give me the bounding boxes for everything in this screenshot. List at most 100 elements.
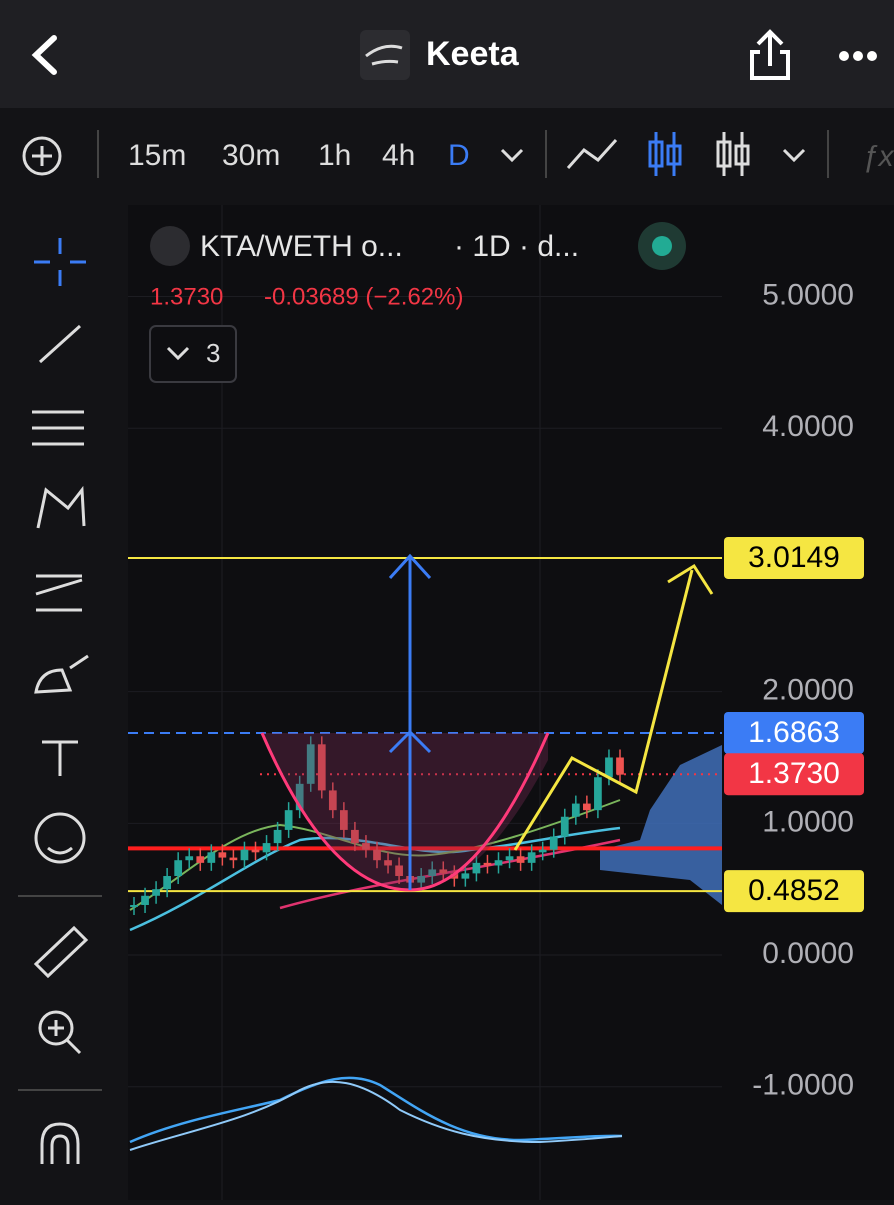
volume-average <box>129 1080 623 1151</box>
fib-tool[interactable] <box>32 410 84 446</box>
add-button[interactable] <box>22 136 62 176</box>
candle <box>505 856 514 861</box>
candle <box>152 889 160 896</box>
candle <box>428 869 437 877</box>
add-icon <box>32 146 52 166</box>
timeframe-button[interactable]: 1h <box>318 139 351 172</box>
drawing-toolbar <box>0 205 120 1200</box>
candle <box>527 852 536 863</box>
trend-line-tool[interactable] <box>38 324 82 364</box>
y-tick-label: 2.0000 <box>762 674 854 707</box>
price-label-box <box>724 870 864 913</box>
candle <box>549 836 558 850</box>
candle <box>362 843 370 850</box>
candle <box>450 873 459 879</box>
pattern-tool[interactable] <box>36 485 86 529</box>
price-label-box <box>724 536 864 579</box>
logo-mark <box>365 44 403 66</box>
chart-type-dropdown[interactable] <box>782 148 806 163</box>
candle <box>262 843 271 853</box>
emoji-smile <box>47 846 73 855</box>
candle <box>594 777 602 811</box>
share-button[interactable] <box>750 29 790 80</box>
price-change: -0.03689 (−2.62%) <box>264 283 463 310</box>
price-label: 0.4852 <box>748 874 840 907</box>
candle <box>240 849 249 861</box>
candle <box>395 865 403 877</box>
timeframe-dropdown[interactable] <box>500 148 524 163</box>
y-tick-label: 5.0000 <box>762 278 854 311</box>
top-bar <box>0 0 894 108</box>
logo <box>360 30 410 80</box>
candle <box>560 816 569 837</box>
crosshair-tool[interactable] <box>34 238 86 286</box>
page-title: Keeta <box>426 35 520 73</box>
candle <box>328 790 337 811</box>
candle <box>130 904 138 907</box>
candle <box>141 895 149 905</box>
candle <box>207 852 216 863</box>
timeframe-button[interactable]: 4h <box>382 139 415 172</box>
back-button[interactable] <box>31 35 57 75</box>
candle <box>174 860 183 877</box>
symbol-name[interactable]: KTA/WETH o... <box>200 230 403 263</box>
magnet-tool[interactable] <box>40 1122 80 1164</box>
candle <box>494 860 503 866</box>
chevron <box>166 346 190 361</box>
candle <box>185 856 194 861</box>
candle <box>582 803 591 811</box>
ruler-tool[interactable] <box>33 925 89 979</box>
symbol-interval: · 1D · d... <box>454 230 579 263</box>
timeframe-button[interactable]: 15m <box>128 139 186 172</box>
indicator-icon[interactable]: ƒx <box>862 140 894 173</box>
candle <box>384 860 392 866</box>
candle <box>196 856 205 863</box>
candle <box>339 810 348 830</box>
text-tool[interactable] <box>42 740 78 776</box>
moving-average <box>129 799 621 911</box>
candles-button[interactable] <box>648 132 682 176</box>
candle <box>616 757 624 775</box>
target-arrow <box>388 553 432 890</box>
indicator-toggle[interactable] <box>149 325 237 383</box>
price-label: 3.0149 <box>748 541 840 574</box>
candle <box>163 876 172 890</box>
line-chart-button[interactable] <box>566 138 618 169</box>
price-label: 1.6863 <box>748 716 840 749</box>
more-button[interactable] <box>839 51 877 61</box>
brush-tool[interactable] <box>34 654 89 694</box>
volume-profile <box>600 745 722 905</box>
timeframe-button[interactable]: D <box>448 139 470 172</box>
y-tick-label: -1.0000 <box>752 1069 854 1102</box>
candle <box>516 856 525 863</box>
y-tick-label: 4.0000 <box>762 410 854 443</box>
candle <box>351 829 359 844</box>
price-label-box <box>724 753 864 796</box>
timeframe-button[interactable]: 30m <box>222 139 280 172</box>
symbol-logo <box>150 226 190 266</box>
y-tick-label: 1.0000 <box>762 805 854 838</box>
candle <box>605 757 613 778</box>
projection-tool[interactable] <box>35 574 83 612</box>
moving-average <box>129 826 621 932</box>
indicator-count: 3 <box>206 338 220 368</box>
candle <box>483 862 492 866</box>
price-label: 1.3730 <box>748 757 840 790</box>
price-label-box <box>724 711 864 754</box>
hollow-candles-button[interactable] <box>716 132 750 176</box>
chart-area <box>128 205 894 1200</box>
candle <box>284 810 293 830</box>
candle <box>273 829 282 844</box>
candle <box>417 876 426 883</box>
candle <box>306 744 315 784</box>
emoji-tool[interactable] <box>34 812 86 864</box>
last-price: 1.3730 <box>150 283 223 310</box>
candle <box>472 862 481 874</box>
candle <box>571 803 580 817</box>
candle <box>317 744 326 791</box>
zoom-tool[interactable] <box>38 1010 74 1046</box>
candle <box>373 849 381 861</box>
